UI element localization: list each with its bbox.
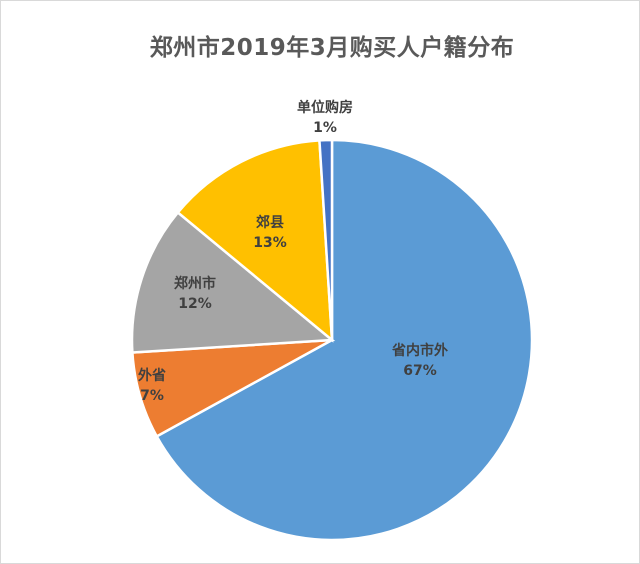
slice-percent: 12%	[178, 296, 212, 312]
slice-label: 郑州市	[174, 275, 216, 292]
slice-label: 外省	[138, 367, 166, 384]
pie-slice	[130, 210, 336, 354]
slice-percent: 1%	[313, 120, 337, 136]
slice-label: 省内市外	[391, 342, 448, 359]
pie-slice	[176, 139, 334, 343]
pie-slice	[318, 138, 334, 341]
slice-percent: 67%	[403, 363, 437, 379]
slice-label: 单位购房	[297, 99, 353, 116]
slice-percent: 13%	[253, 235, 287, 251]
slice-percent: 7%	[140, 388, 164, 404]
slice-label: 郊县	[256, 214, 284, 231]
chart-title: 郑州市2019年3月购买人户籍分布	[149, 35, 515, 61]
pie-slice	[155, 138, 534, 542]
